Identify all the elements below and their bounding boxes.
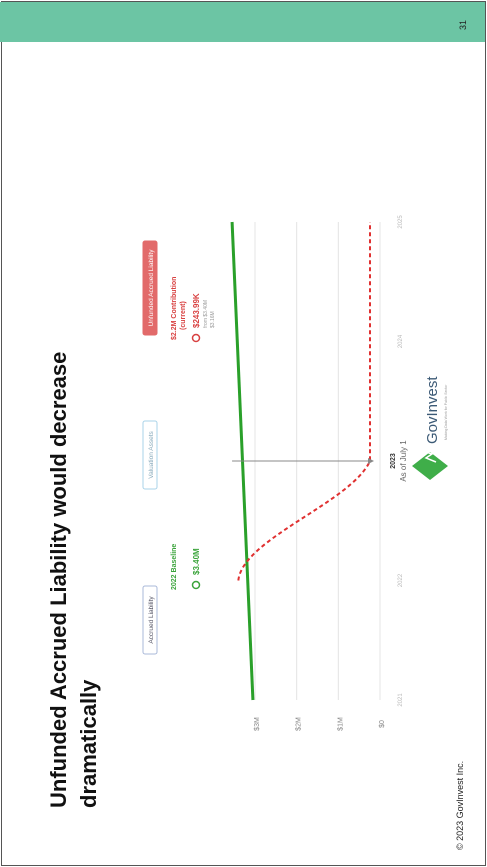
legend-accrued-liability	[142, 585, 158, 655]
legend-accrued-liability-label: Accrued Liability	[148, 596, 155, 644]
y-tick-label: $2M	[296, 717, 303, 731]
baseline-marker	[191, 580, 201, 590]
x-tick-label: 2024	[398, 334, 404, 348]
legend-unfunded	[142, 240, 158, 336]
x-tick-label: 2025	[398, 215, 404, 229]
baseline-value: $3.40M	[192, 548, 201, 575]
x-tick-label: 2022	[398, 573, 404, 587]
series-unfunded-liability	[237, 222, 371, 581]
contribution-sub-1: from $3.40M	[203, 300, 209, 328]
header-band	[0, 2, 485, 42]
logo-mark-icon	[419, 449, 437, 463]
contribution-sub-2: $3.16M	[210, 311, 216, 328]
contribution-value: $243.99K	[192, 293, 201, 328]
contribution-label-2: (current)	[180, 301, 187, 330]
legend-unfunded-label: Unfunded Accrued Liability	[148, 249, 155, 327]
govinvest-logo-icon	[412, 452, 448, 480]
y-tick-label: $1M	[337, 717, 344, 731]
y-tick-label: $3M	[254, 717, 261, 731]
y-tick-label: $0	[379, 720, 386, 728]
logo-wordmark: GovInvest	[424, 376, 441, 444]
x-tick-label: 2021	[398, 693, 404, 707]
marker-arrow	[368, 458, 374, 464]
contribution-marker	[191, 333, 201, 343]
marker-year: 2023	[390, 453, 397, 469]
logo-tagline: Making Data Work for Public Sector	[444, 384, 448, 440]
legend-valuation-assets	[142, 420, 158, 490]
contribution-label: $2.2M Contribution	[171, 277, 178, 340]
marker-caption: As of July 1	[399, 440, 408, 482]
legend-valuation-assets-label: Valuation Assets	[148, 430, 155, 478]
baseline-label: 2022 Baseline	[171, 544, 178, 590]
